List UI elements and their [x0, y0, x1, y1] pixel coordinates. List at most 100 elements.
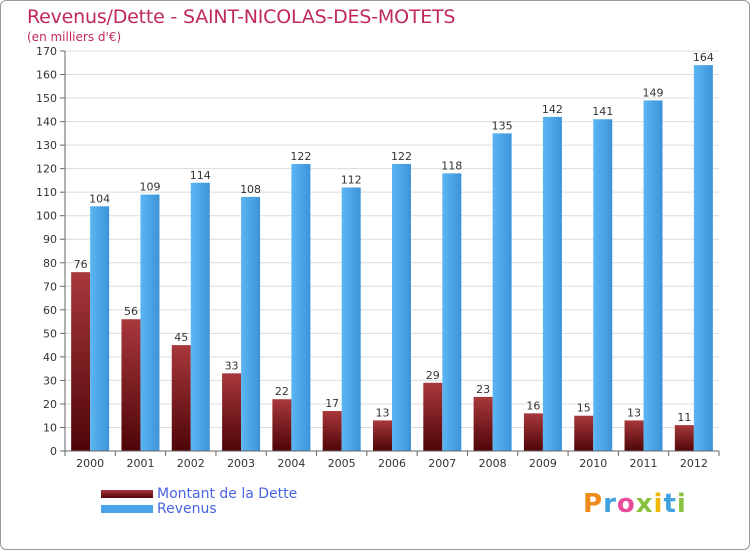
y-tick-label: 70	[43, 280, 57, 293]
x-tick-label: 2000	[76, 457, 104, 470]
x-tick-label: 2009	[529, 457, 557, 470]
logo-letter: x	[635, 489, 654, 519]
bar-revenus	[291, 163, 311, 452]
data-label-revenus: 149	[643, 86, 664, 99]
bar-revenus	[643, 100, 663, 451]
data-label-dette: 76	[74, 258, 88, 271]
legend-label-revenus: Revenus	[157, 501, 217, 517]
y-tick-label: 80	[43, 257, 57, 270]
data-label-revenus: 122	[290, 150, 311, 163]
data-label-revenus: 114	[190, 169, 211, 182]
x-tick-label: 2012	[680, 457, 708, 470]
data-label-revenus: 109	[139, 181, 160, 194]
data-label-dette: 56	[124, 305, 138, 318]
y-tick-label: 90	[43, 233, 57, 246]
y-tick-label: 10	[43, 421, 57, 434]
y-tick-label: 50	[43, 327, 57, 340]
bar-dette	[423, 382, 443, 451]
data-label-dette: 33	[225, 359, 239, 372]
chart-subtitle: (en milliers d'€)	[27, 30, 122, 44]
bar-revenus	[241, 196, 261, 451]
data-label-dette: 17	[325, 397, 339, 410]
x-tick-label: 2005	[328, 457, 356, 470]
logo-letter: r	[603, 489, 617, 519]
data-label-dette: 11	[677, 411, 691, 424]
bar-revenus	[542, 116, 562, 451]
logo-letter: i	[676, 489, 687, 519]
y-tick-label: 150	[36, 92, 57, 105]
bar-dette	[624, 420, 644, 451]
x-tick-label: 2006	[378, 457, 406, 470]
x-tick-label: 2008	[479, 457, 507, 470]
bar-revenus	[190, 182, 210, 451]
y-tick-label: 120	[36, 163, 57, 176]
bar-revenus	[392, 163, 411, 452]
data-label-revenus: 104	[89, 192, 110, 205]
x-tick-label: 2011	[630, 457, 658, 470]
data-label-revenus: 141	[592, 105, 613, 118]
bar-revenus	[492, 133, 512, 451]
data-label-revenus: 164	[693, 51, 714, 64]
data-label-dette: 13	[627, 406, 641, 419]
legend-label-dette: Montant de la Dette	[157, 486, 298, 502]
bars-layer	[71, 65, 713, 452]
bar-dette	[574, 415, 594, 451]
y-tick-label: 30	[43, 374, 57, 387]
data-label-dette: 22	[275, 385, 289, 398]
data-label-revenus: 135	[492, 119, 513, 132]
data-label-dette: 16	[526, 399, 540, 412]
logo-letter: P	[583, 489, 604, 519]
y-tick-label: 130	[36, 139, 57, 152]
bar-revenus	[693, 65, 713, 451]
bar-dette	[71, 272, 91, 451]
legend-swatch-dette	[101, 490, 153, 498]
bar-revenus	[140, 194, 160, 451]
chart-title: Revenus/Dette - SAINT-NICOLAS-DES-MOTETS	[27, 6, 456, 28]
y-tick-label: 0	[50, 445, 57, 458]
bar-dette	[373, 420, 392, 451]
bar-dette	[523, 413, 543, 451]
bar-revenus	[593, 119, 613, 451]
labels-layer: 76 104 56 109 45 114 33 108 22 122 17 112 13 122 29 118…	[74, 51, 714, 424]
y-tick-label: 100	[36, 210, 57, 223]
y-tick-label: 160	[36, 69, 57, 82]
data-label-revenus: 142	[542, 103, 563, 116]
axis-layer: 0 10 20 30 40 50 60 70 80 90 100 110 120 130 140 150 160…	[36, 45, 720, 470]
y-tick-label: 40	[43, 351, 57, 364]
proxiti-logo: Proxiti	[583, 489, 687, 519]
x-tick-label: 2007	[428, 457, 456, 470]
logo-letter: t	[663, 489, 677, 519]
y-tick-label: 140	[36, 116, 57, 129]
data-label-revenus: 112	[341, 173, 362, 186]
data-label-dette: 15	[577, 402, 591, 415]
x-tick-label: 2004	[277, 457, 305, 470]
x-tick-label: 2003	[227, 457, 255, 470]
bar-dette	[473, 396, 493, 451]
logo-letter: i	[653, 489, 664, 519]
y-tick-label: 20	[43, 398, 57, 411]
y-tick-label: 60	[43, 304, 57, 317]
logo-letter: o	[616, 489, 636, 519]
data-label-dette: 29	[426, 369, 440, 382]
bar-revenus	[442, 173, 462, 451]
bar-revenus	[90, 206, 110, 451]
data-label-dette: 45	[174, 331, 188, 344]
data-label-revenus: 122	[391, 150, 412, 163]
bar-dette	[674, 425, 694, 451]
bar-dette	[322, 411, 342, 451]
bar-revenus	[341, 187, 361, 451]
y-tick-label: 110	[36, 186, 57, 199]
data-label-revenus: 118	[441, 159, 462, 172]
data-label-dette: 23	[476, 383, 490, 396]
bar-dette	[272, 399, 292, 451]
bar-dette	[222, 373, 242, 451]
legend-swatch-revenus	[101, 505, 153, 513]
bar-dette	[121, 319, 141, 451]
x-tick-label: 2002	[177, 457, 205, 470]
y-tick-label: 170	[36, 45, 57, 58]
data-label-revenus: 108	[240, 183, 261, 196]
bar-dette	[171, 345, 191, 451]
x-tick-label: 2010	[579, 457, 607, 470]
